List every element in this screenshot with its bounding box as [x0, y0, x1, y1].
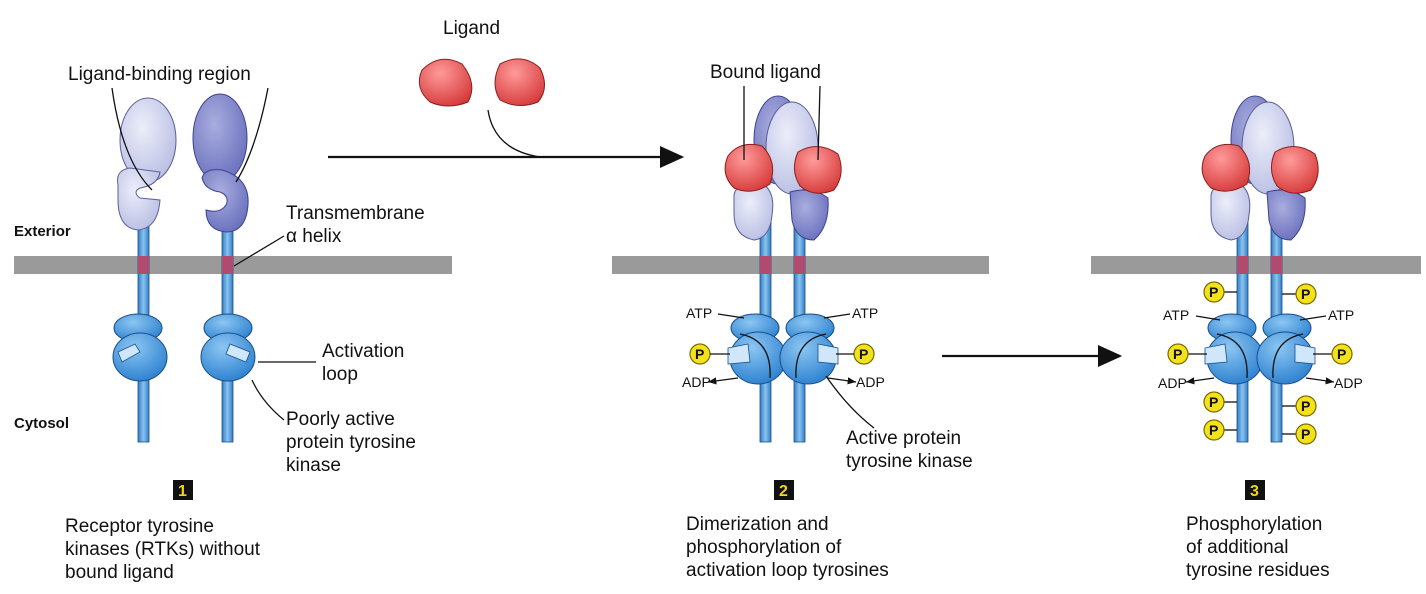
ligand-binding-region-label: Ligand-binding region: [68, 64, 251, 85]
phosphate-label-p3-bottom-left: P: [1209, 422, 1218, 438]
phosphate-label-p3-bottom-right: P: [1301, 426, 1310, 442]
free-ligand-left: [418, 58, 473, 107]
step-1: 1 Receptor tyrosine kinases (RTKs) witho…: [65, 480, 261, 583]
step-caption-line: phosphorylation of: [686, 537, 842, 558]
step-number: 2: [779, 483, 788, 500]
step-caption-line: Receptor tyrosine: [65, 516, 214, 537]
ligand-binding-curve: [487, 109, 541, 158]
phosphate-label-p2-right: P: [859, 346, 868, 362]
step-badge: [1245, 480, 1265, 500]
step-caption-line: kinases (RTKs) without: [65, 539, 261, 560]
adp-label-left-p3: ADP: [1158, 375, 1187, 391]
step-caption-line: Phosphorylation: [1186, 514, 1322, 535]
active-kinase-label-line2: tyrosine kinase: [846, 451, 973, 472]
transmembrane-label-line2: α helix: [286, 226, 342, 247]
atp-label-left-p3: ATP: [1163, 307, 1189, 323]
phosphate-label-p2-left: P: [695, 346, 704, 362]
poorly-active-label-line3: kinase: [286, 455, 341, 476]
step-badge: [774, 480, 794, 500]
poorly-active-label-line1: Poorly active: [286, 409, 395, 430]
cytosol-label: Cytosol: [14, 415, 69, 432]
step-number: 1: [178, 483, 187, 500]
phosphate-label-p3-mid-right: P: [1337, 346, 1346, 362]
step-number: 3: [1250, 483, 1259, 500]
panel-3-phosphates: P P P P P P P P: [1167, 281, 1353, 445]
phosphate-label-p3-top-right: P: [1301, 286, 1310, 302]
step-caption-line: of additional: [1186, 537, 1288, 558]
phosphate-label-p3-low-right: P: [1301, 398, 1310, 414]
transmembrane-label-line1: Transmembrane: [286, 203, 425, 224]
adp-label-right-p2: ADP: [856, 374, 885, 390]
adp-label-right-p3: ADP: [1334, 375, 1363, 391]
poorly-active-label-line2: protein tyrosine: [286, 432, 416, 453]
step-2: 2 Dimerization and phosphorylation of ac…: [686, 480, 889, 581]
activation-loop-label-line1: Activation: [322, 341, 404, 362]
step-caption-line: tyrosine residues: [1186, 560, 1330, 581]
active-kinase-label-line1: Active protein: [846, 428, 961, 449]
activation-loop-label-line2: loop: [322, 364, 358, 385]
step-caption-line: Dimerization and: [686, 514, 829, 535]
step-3: 3 Phosphorylation of additional tyrosine…: [1186, 480, 1330, 581]
step-caption-line: bound ligand: [65, 562, 174, 583]
phosphate-label-p3-mid-left: P: [1173, 346, 1182, 362]
step-badge: [173, 480, 193, 500]
atp-label-left-p2: ATP: [686, 305, 712, 321]
atp-label-right-p2: ATP: [852, 305, 878, 321]
panel-2-dimer: [724, 95, 842, 443]
panel-3-dimer: [1201, 95, 1319, 443]
step-caption-line: activation loop tyrosines: [686, 560, 889, 581]
atp-label-right-p3: ATP: [1328, 307, 1354, 323]
bound-ligand-label: Bound ligand: [710, 62, 821, 83]
phosphate-label-p3-low-left: P: [1209, 394, 1218, 410]
ligand-label: Ligand: [443, 18, 500, 39]
panel-1-receptors: [112, 93, 256, 443]
adp-label-left-p2: ADP: [682, 374, 711, 390]
exterior-label: Exterior: [14, 223, 71, 240]
phosphate-label-p3-top-left: P: [1209, 284, 1218, 300]
free-ligand-right: [494, 58, 545, 106]
membrane-panel-3: [1091, 256, 1421, 274]
